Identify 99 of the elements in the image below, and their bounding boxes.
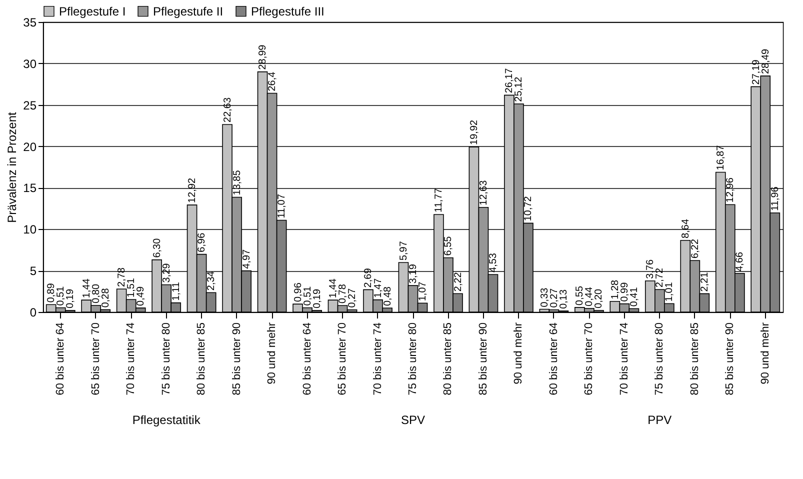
x-tick-label: 70 bis unter 74 <box>618 322 630 396</box>
data-label: 22,63 <box>222 97 234 122</box>
x-tick-label: 65 bis unter 70 <box>90 322 102 396</box>
x-tick-label: 60 bis unter 64 <box>548 322 560 396</box>
x-tick-label: 75 bis unter 80 <box>407 322 419 396</box>
x-tick-label: 65 bis unter 70 <box>583 322 596 396</box>
x-tick-label: 60 bis unter 64 <box>301 322 314 396</box>
data-label: 3,29 <box>161 262 172 283</box>
data-label: 2,22 <box>452 272 464 292</box>
data-label: 1,01 <box>664 282 676 302</box>
data-label: 0,20 <box>594 288 605 308</box>
data-label: 27,19 <box>750 59 762 85</box>
data-label: 1,11 <box>170 282 182 301</box>
x-tick-label: 85 bis unter 90 <box>230 322 243 396</box>
x-tick-label: 85 bis unter 90 <box>724 322 736 396</box>
data-label: 12,63 <box>478 180 490 206</box>
x-tick-label: 80 bis unter 85 <box>442 322 454 396</box>
data-label: 6,30 <box>152 238 163 258</box>
x-tick-label: 80 bis unter 85 <box>196 322 208 396</box>
legend-label: Pflegestufe I <box>59 4 126 18</box>
data-label: 0,51 <box>56 286 67 306</box>
data-label: 10,72 <box>523 196 534 222</box>
data-label: 11,96 <box>770 186 781 211</box>
data-label: 26,4 <box>267 71 278 92</box>
data-label: 6,96 <box>196 232 208 252</box>
data-label: 4,53 <box>488 252 499 272</box>
data-label: 0,78 <box>338 284 349 304</box>
data-label: 4,97 <box>241 248 252 269</box>
data-label: 2,34 <box>206 270 218 291</box>
data-label: 1,44 <box>328 278 339 298</box>
data-label: 1,47 <box>372 278 384 298</box>
y-tick-label: 10 <box>23 222 37 237</box>
text: Pflegestatitik <box>132 413 202 427</box>
data-label: 5,97 <box>398 240 410 261</box>
data-label: 0,49 <box>136 286 147 306</box>
data-label: 12,96 <box>725 177 736 203</box>
data-label: 1,28 <box>610 279 621 300</box>
x-tick-label: 70 bis unter 74 <box>125 322 138 396</box>
x-tick-label: 70 bis unter 74 <box>372 322 384 396</box>
data-label: 2,78 <box>116 267 128 287</box>
data-label: 0,80 <box>90 283 102 304</box>
x-tick-label: 90 und mehr <box>512 322 525 384</box>
data-label: 0,55 <box>574 286 586 306</box>
data-label: 3,76 <box>645 258 656 279</box>
y-tick-label: 35 <box>23 16 37 30</box>
x-tick-label: 60 bis unter 64 <box>54 322 67 396</box>
data-label: 0,33 <box>539 287 550 308</box>
data-label: 0,99 <box>619 282 630 302</box>
y-tick-label: 0 <box>30 306 37 320</box>
data-label: 0,96 <box>292 282 304 302</box>
data-label: 13,85 <box>232 170 243 196</box>
data-label: 19,92 <box>468 119 480 145</box>
data-label: 6,55 <box>443 236 454 256</box>
data-label: 25,12 <box>514 76 525 102</box>
data-label: 28,49 <box>760 48 772 74</box>
data-label: 0,27 <box>347 288 358 308</box>
data-label: 0,41 <box>628 286 640 307</box>
y-tick-label: 15 <box>23 181 37 196</box>
x-tick-label: 80 bis unter 85 <box>688 322 701 396</box>
x-tick-label: 90 und mehr <box>266 322 278 384</box>
data-label: 3,19 <box>408 264 419 284</box>
data-label: 0,28 <box>100 288 112 308</box>
data-label: 2,72 <box>654 268 666 288</box>
data-label: 28,99 <box>258 44 269 70</box>
data-label: 2,69 <box>363 268 374 288</box>
data-label: 1,44 <box>81 278 92 298</box>
data-label: 0,19 <box>65 288 76 308</box>
data-label: 0,13 <box>558 289 570 309</box>
data-label: 11,77 <box>434 188 445 212</box>
x-tick-label: 65 bis unter 70 <box>336 322 349 396</box>
data-label: 12,92 <box>187 177 198 203</box>
x-tick-label: 90 und mehr <box>759 322 772 384</box>
data-label: 0,89 <box>46 282 58 303</box>
data-label: 2,21 <box>699 272 710 292</box>
data-label: 1,07 <box>418 281 429 302</box>
y-axis-title: Prävalenz in Prozent <box>5 111 20 223</box>
data-label: 0,19 <box>312 288 323 308</box>
data-label: 6,22 <box>690 238 701 258</box>
data-label: 26,17 <box>504 68 516 94</box>
data-label: 0,27 <box>548 288 560 308</box>
text: SPV <box>400 413 426 427</box>
legend-label: Pflegestufe III <box>251 4 324 18</box>
x-tick-label: 75 bis unter 80 <box>160 322 172 396</box>
y-tick-label: 5 <box>30 264 37 278</box>
y-tick-label: 25 <box>23 98 37 112</box>
data-label: 1,51 <box>126 278 138 298</box>
data-label: 8,64 <box>680 218 692 238</box>
y-tick-label: 20 <box>23 140 37 154</box>
data-label: 11,07 <box>276 194 288 218</box>
data-label: 4,66 <box>734 251 746 272</box>
legend-label: Pflegestufe II <box>153 4 224 18</box>
text: PPV <box>648 413 672 427</box>
data-label: 16,87 <box>716 144 727 170</box>
data-label: 0,44 <box>584 286 596 306</box>
data-label: 0,48 <box>382 286 394 306</box>
y-tick-label: 30 <box>23 56 37 71</box>
data-label: 0,51 <box>302 286 314 306</box>
x-tick-label: 75 bis unter 80 <box>654 322 666 396</box>
x-tick-label: 85 bis unter 90 <box>477 322 490 396</box>
